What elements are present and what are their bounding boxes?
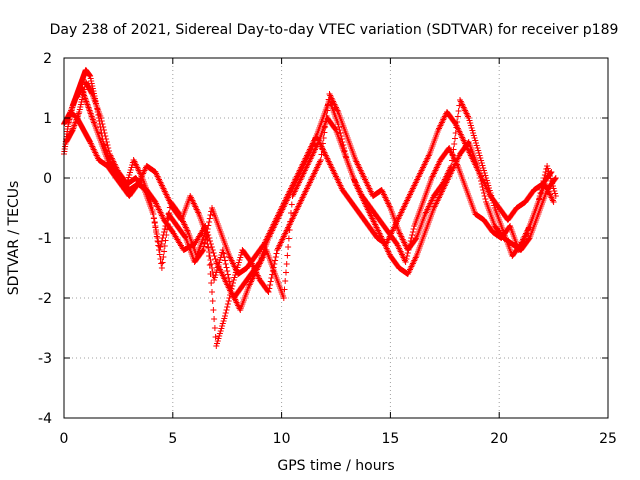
x-tick-label: 25 [599, 431, 617, 447]
x-tick-label: 5 [168, 431, 177, 447]
series-3 [65, 85, 559, 349]
x-tick-label: 0 [60, 431, 69, 447]
y-tick-label: -2 [38, 291, 52, 307]
y-tick-label: 0 [43, 171, 52, 187]
y-axis-label: SDTVAR / TECUs [6, 181, 22, 296]
data-points [61, 67, 559, 349]
x-tick-label: 10 [273, 431, 291, 447]
y-tick-label: -3 [38, 351, 52, 367]
x-axis-ticks: 0 5 10 15 20 25 [60, 58, 617, 447]
y-tick-label: 1 [43, 111, 52, 127]
data-point-markers [63, 79, 557, 313]
x-tick-label: 15 [381, 431, 399, 447]
y-axis-ticks: -4 -3 -2 -1 0 1 2 [38, 51, 608, 427]
x-axis-label: GPS time / hours [277, 458, 394, 474]
y-tick-label: -1 [38, 231, 52, 247]
data-point-markers [65, 85, 559, 349]
y-tick-label: 2 [43, 51, 52, 67]
y-tick-label: -4 [38, 411, 52, 427]
x-tick-label: 20 [490, 431, 508, 447]
chart-title: Day 238 of 2021, Sidereal Day-to-day VTE… [50, 22, 619, 38]
series-4 [63, 79, 557, 313]
